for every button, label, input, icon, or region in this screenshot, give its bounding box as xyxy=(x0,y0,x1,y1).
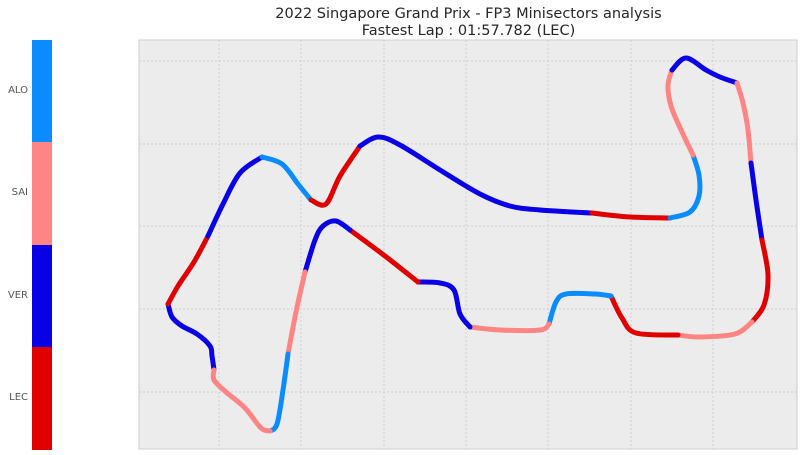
track-segment-ver xyxy=(357,134,595,216)
chart-title: 2022 Singapore Grand Prix - FP3 Minisect… xyxy=(140,6,797,40)
track-segment-sai xyxy=(467,321,552,334)
track-segment-sai xyxy=(285,269,308,357)
track-segment-ver xyxy=(205,154,265,239)
track-segment-lec xyxy=(608,293,681,338)
track-segment-ver xyxy=(748,160,765,243)
legend-swatch-alo xyxy=(32,40,52,143)
track-segment-ver xyxy=(415,279,473,330)
track-segment-ver xyxy=(302,218,353,275)
track-segment-lec xyxy=(308,143,363,208)
legend-swatch-lec xyxy=(32,346,52,450)
legend-label-alo: ALO xyxy=(8,85,28,97)
legend-swatch-ver xyxy=(32,244,52,348)
track-segment-lec xyxy=(347,227,421,285)
track-segment-alo xyxy=(546,290,614,327)
track-segment-ver xyxy=(669,55,740,86)
chart-title-line-1: 2022 Singapore Grand Prix - FP3 Minisect… xyxy=(275,6,662,22)
track-segment-sai xyxy=(210,367,273,434)
track-segment-sai xyxy=(734,80,754,166)
track-segment-lec xyxy=(165,233,211,307)
plot-area xyxy=(138,39,798,450)
track-segment-sai xyxy=(675,319,755,340)
track-segment-alo xyxy=(667,152,703,221)
track-segment-alo xyxy=(259,154,314,203)
track-segment-sai xyxy=(665,67,696,158)
legend-label-sai: SAI xyxy=(11,187,28,199)
legend-swatch-sai xyxy=(32,142,52,245)
legend-label-lec: LEC xyxy=(9,391,28,403)
chart-title-line-2: Fastest Lap : 01:57.782 (LEC) xyxy=(361,23,576,39)
track-segment-ver xyxy=(165,301,217,373)
driver-colorbar-legend: ALO SAI VER LEC xyxy=(0,40,60,450)
track-segment-alo xyxy=(267,351,291,434)
track-segments xyxy=(165,55,771,434)
track-segment-lec xyxy=(589,210,673,221)
track-segment-lec xyxy=(749,237,771,325)
legend-label-ver: VER xyxy=(7,289,28,301)
